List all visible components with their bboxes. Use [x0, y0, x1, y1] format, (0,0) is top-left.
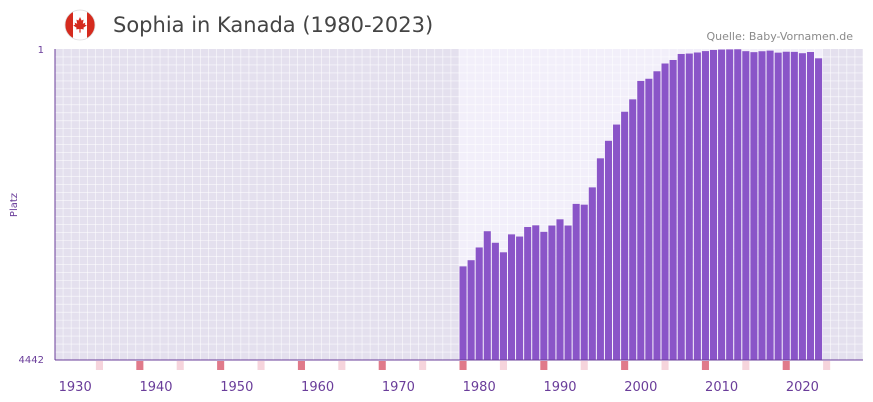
- bar-2022: [815, 58, 823, 360]
- bar-1995: [596, 158, 604, 360]
- bar-2000: [637, 80, 645, 360]
- bar-2012: [734, 49, 742, 360]
- bar-2011: [726, 49, 734, 361]
- year-marker: [136, 361, 144, 370]
- y-axis-label: Platz: [9, 193, 20, 217]
- bar-2008: [701, 51, 709, 360]
- bar-1998: [621, 111, 629, 360]
- bar-2009: [709, 49, 718, 361]
- bar-2020: [798, 53, 806, 361]
- bar-1979: [467, 260, 475, 360]
- bar-1981: [483, 231, 491, 360]
- bar-1986: [524, 227, 532, 360]
- year-marker: [580, 361, 588, 370]
- bar-2002: [653, 71, 661, 360]
- bar-2004: [669, 59, 677, 360]
- year-marker: [499, 361, 507, 370]
- bar-2001: [645, 78, 653, 360]
- bar-1996: [604, 140, 613, 360]
- chart-title: Sophia in Kanada (1980-2023): [113, 13, 434, 37]
- bar-2003: [661, 63, 669, 360]
- bar-series: [459, 49, 823, 361]
- bar-2016: [766, 50, 774, 361]
- bar-1980: [475, 247, 483, 360]
- bar-1992: [572, 203, 580, 360]
- bar-1982: [491, 242, 499, 360]
- x-tick-label: 1930: [59, 380, 92, 395]
- year-marker: [742, 361, 750, 370]
- bar-2017: [774, 52, 782, 361]
- bar-2005: [677, 53, 685, 360]
- x-tick-label: 2020: [786, 380, 819, 395]
- year-marker: [540, 361, 548, 370]
- x-tick-label: 1960: [301, 380, 334, 395]
- bar-1987: [532, 225, 540, 360]
- bar-2018: [782, 51, 790, 360]
- year-marker: [419, 361, 427, 370]
- year-marker: [378, 361, 386, 370]
- y-tick-label-bottom: 4442: [19, 355, 44, 366]
- source-label: Quelle: Baby-Vornamen.de: [706, 30, 853, 43]
- bar-1997: [613, 124, 621, 360]
- bar-1989: [548, 225, 556, 360]
- bar-1999: [629, 99, 637, 360]
- year-marker: [661, 361, 669, 370]
- bar-2007: [693, 52, 701, 360]
- year-marker: [459, 361, 467, 370]
- bar-1993: [580, 204, 588, 360]
- bar-2015: [758, 51, 766, 360]
- y-tick-label-top: 1: [38, 45, 44, 56]
- canada-flag-icon: [64, 9, 96, 41]
- bar-2021: [806, 52, 815, 360]
- bar-1990: [556, 219, 564, 360]
- bar-2006: [685, 53, 693, 360]
- bar-1994: [588, 187, 596, 360]
- year-markers: [95, 361, 831, 370]
- bar-2010: [718, 49, 726, 360]
- x-tick-label: 2000: [624, 380, 657, 395]
- year-marker: [176, 361, 184, 370]
- x-tick-labels: 1930 1940 1950 1960 1970 1980 1990 2000 2010 2020: [59, 380, 819, 395]
- x-tick-label: 1970: [382, 380, 415, 395]
- bar-2013: [742, 51, 750, 361]
- x-tick-label: 1990: [543, 380, 576, 395]
- year-marker: [95, 361, 103, 370]
- bar-2014: [750, 52, 758, 361]
- bar-1983: [499, 252, 507, 360]
- year-marker: [297, 361, 305, 370]
- bar-1985: [516, 236, 524, 360]
- x-tick-label: 1950: [220, 380, 253, 395]
- x-tick-label: 1980: [463, 380, 496, 395]
- year-marker: [338, 361, 346, 370]
- year-marker: [823, 361, 831, 370]
- bar-2019: [790, 51, 798, 360]
- x-tick-label: 2010: [705, 380, 738, 395]
- year-marker: [701, 361, 709, 370]
- grid: [54, 49, 864, 360]
- bar-1988: [540, 231, 548, 360]
- year-marker: [257, 361, 265, 370]
- year-marker: [621, 361, 629, 370]
- bar-1978: [459, 266, 467, 360]
- year-marker: [782, 361, 790, 370]
- bar-1984: [507, 234, 516, 360]
- year-marker: [217, 361, 225, 370]
- x-tick-label: 1940: [139, 380, 172, 395]
- bar-1991: [564, 225, 572, 360]
